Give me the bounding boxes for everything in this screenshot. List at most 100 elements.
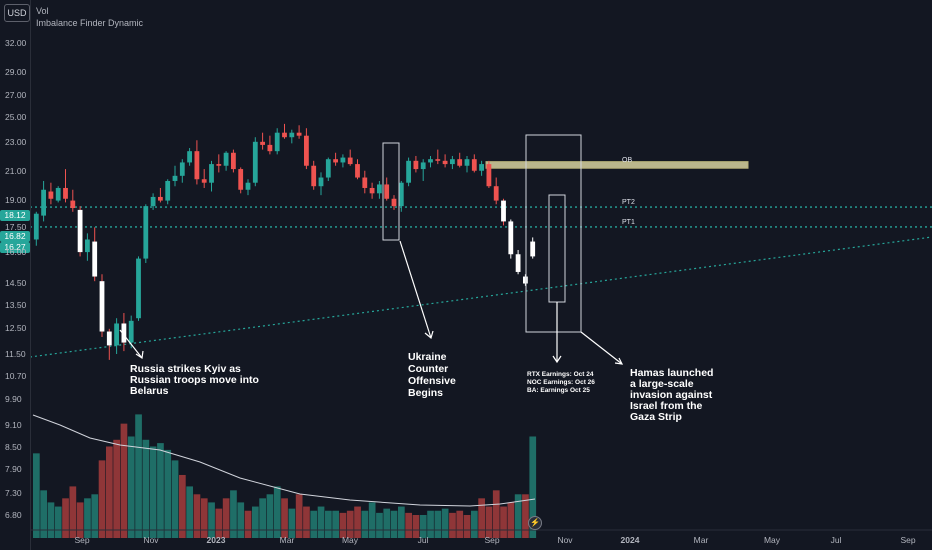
volume-bar (310, 510, 318, 538)
russia-note-line: Russia strikes Kyiv as (130, 363, 241, 375)
volume-bar (142, 439, 150, 538)
x-axis: Sep Nov 2023 Mar May Jul Sep Nov 2024 Mar May Jul Se… (30, 529, 932, 545)
volume-bar (40, 490, 47, 538)
y-tick-label: 29.00 (5, 67, 27, 77)
hamas-note: Hamas launched a large-scale invasion agai… (630, 367, 713, 423)
candle-body (369, 187, 375, 194)
price-label-pt2: 18.12 (0, 210, 30, 221)
volume-bar (149, 446, 157, 538)
candle-body (33, 213, 39, 240)
x-tick-label: 2023 (207, 535, 226, 545)
volume-bar (208, 502, 215, 538)
candle-body (201, 179, 207, 183)
annotations-layer: Russia strikes Kyiv as Russian troops mov… (119, 134, 713, 423)
volume-bar (346, 510, 354, 538)
volume-bar (434, 510, 442, 538)
ukraine-box (382, 142, 400, 241)
y-tick-label: 13.50 (5, 300, 27, 310)
volume-bar (412, 515, 420, 538)
x-tick-label: Mar (280, 535, 295, 545)
volume-bar (259, 498, 266, 538)
x-tick-label: Jul (831, 535, 842, 545)
x-tick-label: Nov (557, 535, 573, 545)
price-label-last: 16.27 (0, 242, 30, 253)
volume-bar (368, 502, 376, 538)
pt2-label: PT2 (622, 199, 635, 206)
volume-bar (91, 494, 99, 538)
volume-label[interactable]: Vol (36, 6, 49, 16)
candle-body (70, 200, 76, 209)
candle-body (413, 160, 419, 170)
volume-bar (478, 498, 485, 538)
currency-button[interactable]: USD (4, 4, 30, 22)
volume-bar (419, 515, 427, 538)
volume-bar (113, 439, 120, 538)
volume-bar (186, 486, 193, 538)
candle-body (340, 157, 346, 163)
candle-body (165, 180, 171, 201)
hamas-note-line: Israel from the (630, 400, 703, 412)
candle-body (136, 258, 141, 319)
candle-body (216, 164, 222, 166)
volume-bar (33, 453, 40, 538)
candle-body (508, 221, 514, 255)
candle-body (143, 206, 149, 259)
x-tick-label: Nov (143, 535, 159, 545)
candle-body (523, 276, 528, 284)
candle-body (515, 254, 521, 272)
candle-body (114, 323, 119, 346)
ob-zone (485, 161, 749, 169)
candle-body (274, 132, 280, 152)
y-tick-label: 6.80 (5, 510, 22, 520)
volume-bar (230, 490, 237, 538)
price-axis[interactable] (0, 0, 31, 550)
hamas-arrow-head (614, 357, 624, 365)
x-tick-label: Sep (900, 535, 915, 545)
earnings-inner-box (548, 194, 566, 303)
candle-body (493, 186, 499, 201)
candle-body (398, 182, 404, 207)
volume-bar (522, 494, 529, 538)
indicator-label[interactable]: Imbalance Finder Dynamic (36, 18, 144, 28)
volume-bar (98, 460, 106, 538)
y-tick-label: 21.00 (5, 166, 27, 176)
volume-bar (237, 502, 245, 538)
volume-bar (266, 494, 274, 538)
volume-bar (273, 486, 281, 538)
x-tick-label: May (342, 535, 359, 545)
candle-body (347, 157, 353, 165)
volume-bar (200, 498, 208, 538)
volume-bar (84, 498, 91, 538)
volume-bar (500, 506, 507, 538)
candle-body (267, 144, 273, 152)
candle-body (450, 159, 455, 165)
volume-bar (332, 510, 339, 538)
lightning-icon[interactable]: ⚡ (528, 516, 542, 530)
ukraine-note-line: Offensive (408, 375, 456, 387)
candle-body (194, 151, 200, 180)
candle-body (457, 159, 463, 166)
candle-body (48, 191, 54, 199)
x-tick-label: Mar (694, 535, 709, 545)
volume-bar (127, 436, 135, 538)
volume-bar (281, 498, 288, 538)
volume-bar (485, 506, 493, 538)
volume-bar (383, 508, 391, 538)
candle-body (435, 159, 441, 161)
volume-bar (157, 443, 164, 538)
y-tick-label: 11.50 (5, 349, 26, 359)
volume-bar (303, 506, 310, 538)
hamas-arrow (580, 331, 623, 365)
hamas-note-line: Hamas launched (630, 367, 713, 379)
volume-layer (32, 414, 537, 538)
pt1-label: PT1 (622, 219, 635, 226)
candle-body (304, 135, 309, 166)
russia-arrow-head (135, 350, 144, 360)
candle-body (85, 239, 90, 253)
y-tick-label: 19.00 (5, 195, 27, 205)
hamas-note-line: Gaza Strip (630, 411, 682, 423)
volume-bar (441, 508, 449, 538)
volume-bar (54, 506, 62, 538)
candle-body (150, 196, 156, 207)
